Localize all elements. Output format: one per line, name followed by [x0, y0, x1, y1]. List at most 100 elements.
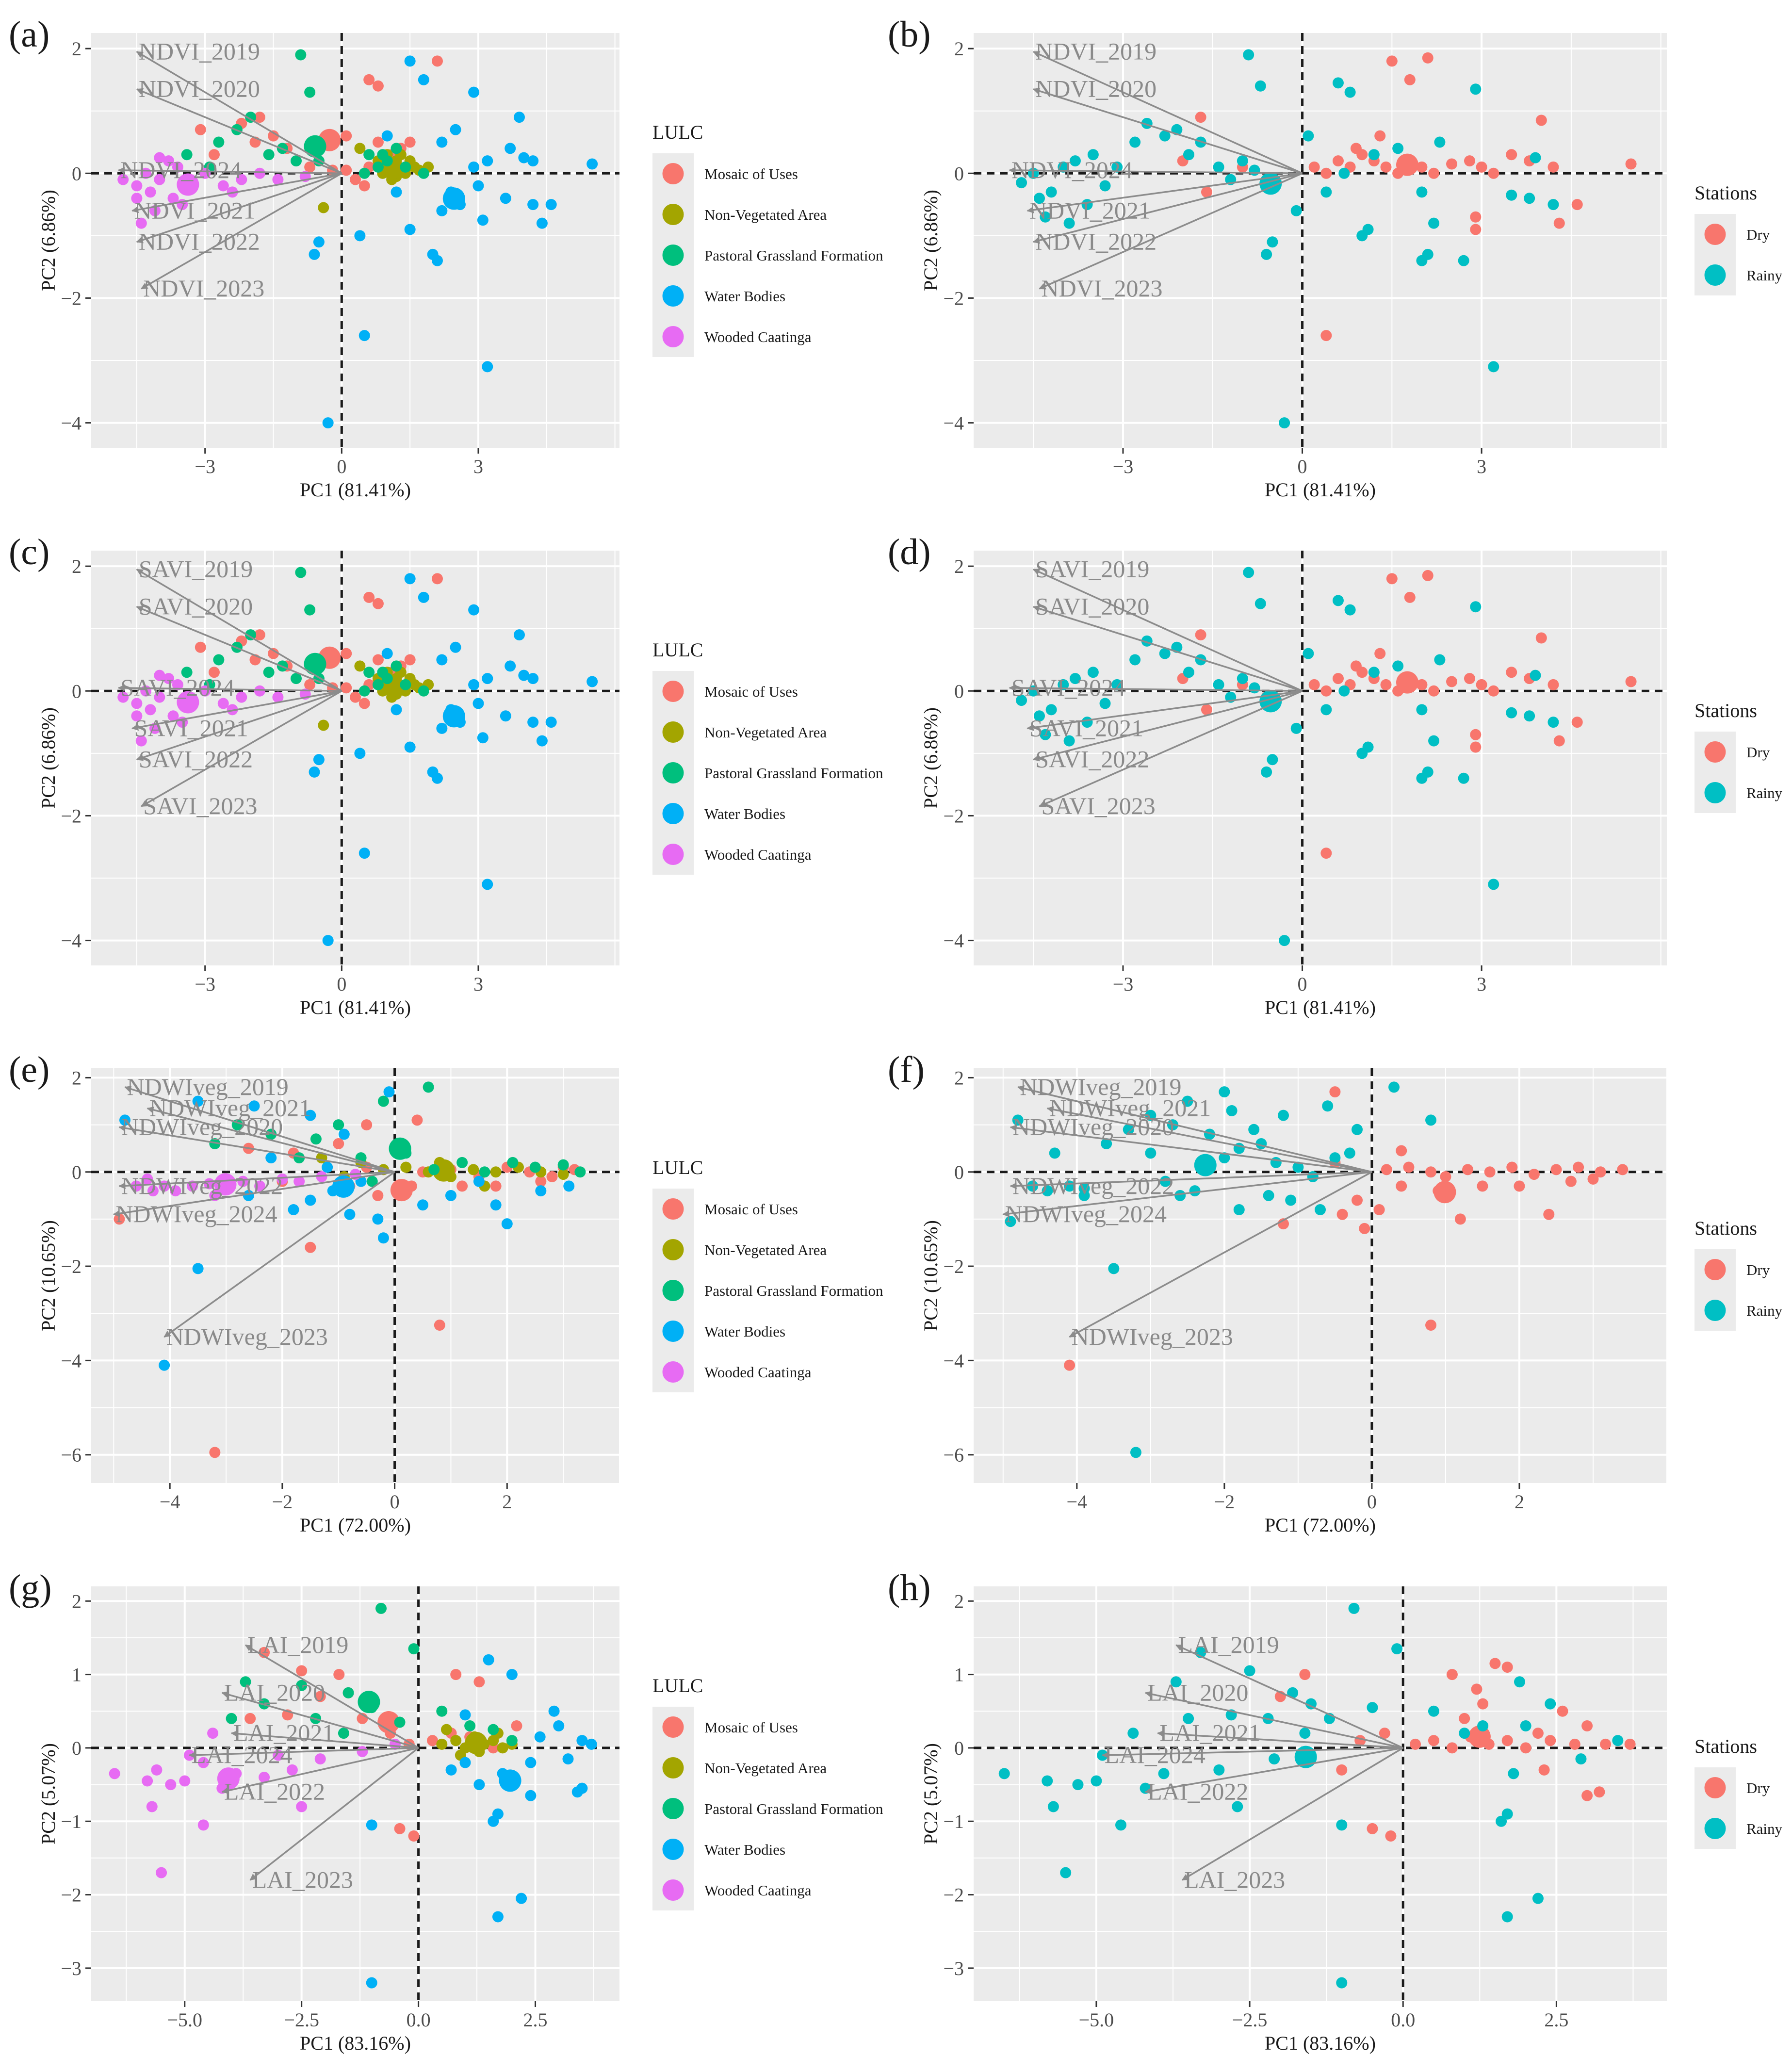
- data-point: [172, 679, 183, 690]
- data-point: [1575, 1753, 1587, 1765]
- data-point: [142, 1775, 153, 1787]
- data-point: [309, 766, 320, 778]
- data-point: [427, 1735, 439, 1746]
- data-point: [472, 180, 484, 192]
- data-point: [372, 1190, 384, 1201]
- legend-item-label: Rainy: [1746, 267, 1783, 284]
- data-point: [363, 74, 375, 85]
- data-point: [1159, 648, 1171, 659]
- data-point: [381, 130, 393, 142]
- data-point: [1315, 1204, 1326, 1215]
- y-tick-label: 0: [954, 1161, 964, 1183]
- vector-label: NDVI_2023: [1042, 275, 1163, 302]
- x-axis-title: PC1 (81.41%): [1265, 479, 1376, 501]
- data-point: [1404, 591, 1416, 603]
- series-dry: [1064, 1086, 1629, 1371]
- data-point: [1201, 186, 1212, 198]
- vector-label: NDWIveg_2022: [1012, 1172, 1174, 1199]
- data-point: [357, 1746, 368, 1757]
- y-tick-label: 0: [72, 1161, 81, 1183]
- y-tick-label: 2: [72, 38, 81, 60]
- legend-key-point: [662, 1716, 684, 1738]
- data-point: [505, 660, 516, 672]
- vector-label: NDWIveg_2023: [1072, 1323, 1233, 1350]
- data-point: [375, 1602, 387, 1614]
- group-centroid-point: [1434, 1181, 1456, 1204]
- data-point: [468, 679, 480, 690]
- data-point: [195, 124, 206, 135]
- loading-vector: [249, 1747, 419, 1881]
- data-point: [1422, 570, 1434, 581]
- data-point: [1069, 673, 1081, 685]
- data-point: [1428, 735, 1440, 747]
- loading-vector: [1069, 1171, 1372, 1338]
- data-point: [1101, 1138, 1112, 1149]
- data-point: [305, 1110, 316, 1121]
- legend-key-point: [662, 1239, 684, 1260]
- group-centroid-point: [217, 1767, 240, 1790]
- data-point: [571, 1786, 583, 1798]
- series-water-bodies: [309, 573, 598, 946]
- data-point: [586, 1738, 597, 1750]
- loading-vector: [141, 172, 342, 290]
- data-point: [1279, 935, 1290, 946]
- data-point: [404, 654, 416, 666]
- loading-vector: [221, 1691, 419, 1749]
- y-axis-title: PC2 (5.07%): [920, 1743, 942, 1844]
- data-point: [391, 186, 402, 198]
- data-point: [490, 1166, 502, 1178]
- data-point: [535, 1175, 547, 1187]
- data-point: [304, 86, 316, 98]
- y-axis-title: PC2 (6.86%): [37, 707, 59, 809]
- data-point: [165, 1779, 177, 1791]
- data-point: [1422, 766, 1434, 778]
- data-point: [295, 567, 307, 578]
- data-point: [1111, 679, 1123, 690]
- data-point: [226, 1713, 237, 1724]
- data-point: [1005, 1216, 1016, 1227]
- data-point: [1303, 648, 1314, 659]
- vector-label: NDWIveg_2020: [1012, 1113, 1174, 1140]
- vector-label: LAI_2024: [191, 1741, 292, 1768]
- data-point: [1488, 879, 1499, 890]
- x-tick-label: 0.0: [407, 2009, 431, 2031]
- data-point: [350, 174, 361, 185]
- vector-label: NDVI_2021: [134, 196, 255, 224]
- series-wooded-caatinga: [117, 152, 311, 229]
- vector-label: NDVI_2022: [139, 228, 260, 255]
- data-point: [1535, 632, 1547, 644]
- data-point: [167, 193, 179, 204]
- y-tick-label: −2: [61, 1884, 81, 1906]
- data-point: [372, 654, 384, 666]
- loading-vector: [1032, 50, 1303, 174]
- data-point: [268, 130, 279, 142]
- data-point: [1470, 729, 1482, 740]
- data-point: [318, 719, 329, 731]
- x-tick-label: −2.5: [284, 2009, 319, 2031]
- legend-key-point: [662, 844, 684, 865]
- data-point: [434, 1320, 445, 1331]
- loading-vector: [1181, 1747, 1404, 1881]
- vector-label: SAVI_2019: [1035, 555, 1149, 583]
- y-tick-label: 2: [954, 38, 964, 60]
- legend-item-label: Water Bodies: [704, 288, 785, 305]
- y-tick-label: −4: [943, 412, 964, 434]
- x-tick-label: 0: [337, 973, 346, 995]
- data-point: [1127, 1728, 1139, 1739]
- data-point: [172, 161, 183, 173]
- data-point: [1459, 1728, 1470, 1739]
- data-point: [436, 1705, 448, 1717]
- loading-vector: [1009, 684, 1303, 692]
- data-point: [1373, 1204, 1385, 1215]
- x-tick-label: −2: [272, 1491, 293, 1513]
- data-point: [1195, 112, 1206, 123]
- data-point: [1374, 648, 1386, 659]
- plot-background: [91, 33, 619, 448]
- loading-vector: [124, 1085, 395, 1173]
- data-point: [1344, 604, 1356, 616]
- data-point: [254, 685, 265, 697]
- data-point: [1380, 161, 1392, 173]
- data-point: [154, 152, 165, 163]
- data-point: [179, 1775, 191, 1787]
